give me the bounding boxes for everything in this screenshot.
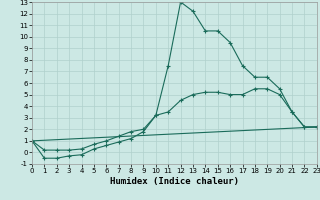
X-axis label: Humidex (Indice chaleur): Humidex (Indice chaleur) xyxy=(110,177,239,186)
